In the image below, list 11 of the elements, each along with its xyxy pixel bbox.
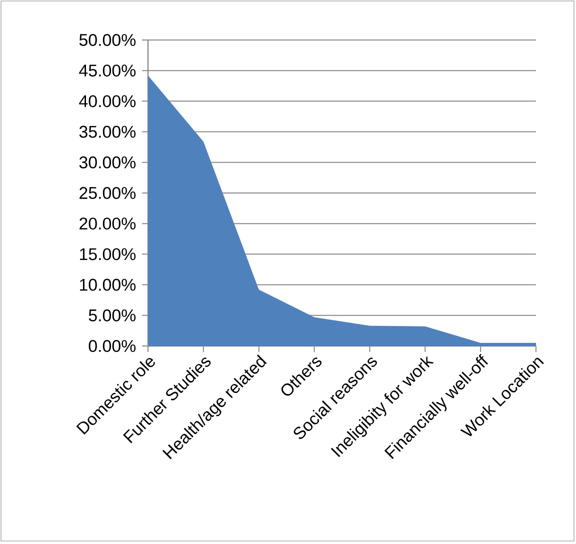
y-tick-label: 0.00% xyxy=(88,340,136,352)
y-tick-label: 45.00% xyxy=(79,64,136,77)
y-tick-label: 25.00% xyxy=(80,186,136,199)
y-tick-label: 30.00% xyxy=(79,156,136,168)
y-tick-label: 35.00% xyxy=(79,126,136,138)
y-tick-label: 5.00% xyxy=(88,309,136,322)
y-tick-label: 40.00% xyxy=(79,95,136,108)
y-tick-label: 50.00% xyxy=(79,34,136,46)
y-tick-label: 15.00% xyxy=(80,248,136,260)
y-tick-label: 20.00% xyxy=(80,218,136,230)
y-tick-label: 10.00% xyxy=(80,278,136,291)
